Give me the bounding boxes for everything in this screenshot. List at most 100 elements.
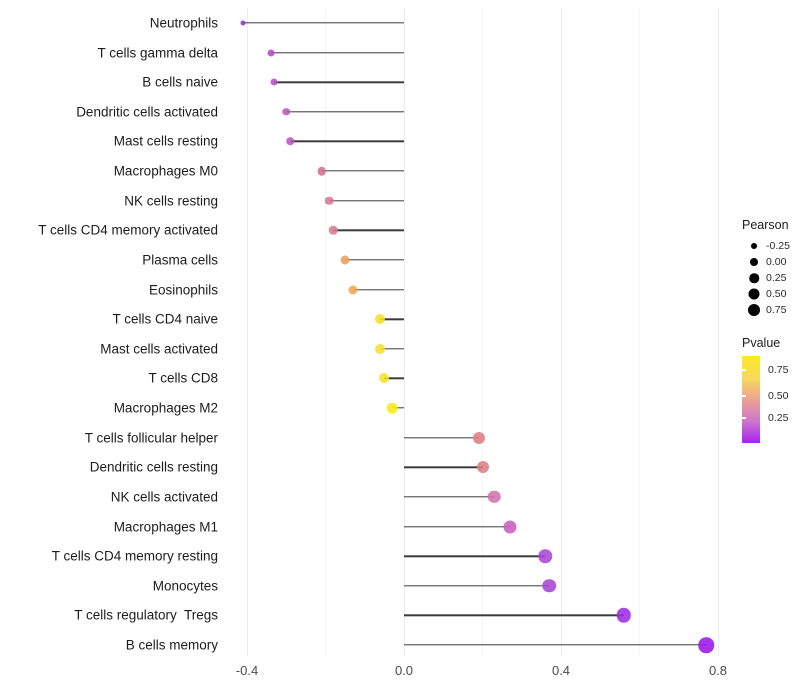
data-point <box>267 49 275 57</box>
category-label: Monocytes <box>152 578 218 594</box>
legend-dot-icon <box>748 304 760 316</box>
gridline-major <box>403 8 405 656</box>
gradient-label: 0.75 <box>768 363 789 376</box>
category-label: NK cells resting <box>124 193 218 209</box>
pearson-legend-item: 0.50 <box>742 286 800 302</box>
data-point <box>616 608 632 623</box>
lollipop-stem <box>352 288 404 291</box>
category-label: T cells CD4 memory activated <box>38 222 218 238</box>
lollipop-stem <box>384 377 404 380</box>
data-point <box>317 166 326 176</box>
gradient-tick <box>742 417 746 419</box>
category-label: Mast cells activated <box>100 341 218 357</box>
gridline-major <box>560 8 562 656</box>
pvalue-legend-title: Pvalue <box>742 336 781 350</box>
category-label: B cells naive <box>142 74 218 90</box>
data-point <box>340 255 350 265</box>
data-point <box>286 137 294 146</box>
category-label: B cells memory <box>125 637 218 653</box>
category-label: T cells CD8 <box>148 370 218 386</box>
data-point <box>698 637 714 653</box>
category-label: Neutrophils <box>149 15 218 31</box>
category-label: T cells CD4 memory resting <box>51 548 218 564</box>
data-point <box>329 226 338 235</box>
lollipop-stem <box>404 644 707 646</box>
lollipop-stem <box>392 407 404 409</box>
lollipop-stem <box>404 614 624 617</box>
gridline-minor <box>325 8 326 656</box>
category-label: Macrophages M2 <box>113 400 218 416</box>
pearson-legend-item: 0.00 <box>742 254 800 270</box>
legend-dot-icon <box>749 273 759 283</box>
data-point <box>476 461 489 474</box>
plot-panel <box>228 8 738 656</box>
data-point <box>488 490 501 504</box>
data-point <box>240 20 246 26</box>
category-label: Plasma cells <box>142 252 218 268</box>
category-label: Macrophages M1 <box>113 519 218 535</box>
category-label: T cells CD4 naive <box>112 311 218 327</box>
data-point <box>386 402 398 414</box>
category-label: Eosinophils <box>148 282 218 298</box>
data-point <box>375 343 386 354</box>
pvalue-color-legend: Pvalue 0.75 0.50 0.25 <box>742 336 800 443</box>
lollipop-stem <box>243 22 404 24</box>
data-point <box>379 373 390 384</box>
gradient-label: 0.50 <box>768 390 789 403</box>
data-point <box>472 431 485 444</box>
data-point <box>375 314 386 325</box>
data-point <box>270 78 278 86</box>
legend-dot-label: 0.25 <box>766 272 787 284</box>
data-point <box>542 579 556 593</box>
legend-dot-label: 0.75 <box>766 304 787 316</box>
pvalue-gradient-bar <box>742 356 760 443</box>
lollipop-stem <box>404 555 546 557</box>
gridline-minor <box>482 8 483 656</box>
category-label: Dendritic cells resting <box>89 459 218 475</box>
pearson-legend-title: Pearson <box>742 218 789 232</box>
lollipop-stem <box>404 466 483 468</box>
legend-dot-label: 0.00 <box>766 256 787 268</box>
pearson-legend-item: 0.25 <box>742 270 800 286</box>
legend: Pearson -0.25 0.00 0.25 0.50 0.75 Pvalue 0.7… <box>742 218 800 443</box>
lollipop-stem <box>290 140 404 143</box>
x-axis-tick-label: 0.0 <box>394 663 414 678</box>
data-point <box>282 108 290 116</box>
pearson-size-legend: -0.25 0.00 0.25 0.50 0.75 <box>742 238 800 318</box>
gridline-major <box>246 8 248 656</box>
x-axis-tick-label: -0.4 <box>235 663 259 678</box>
lollipop-stem <box>380 318 404 320</box>
lollipop-stem <box>270 51 404 54</box>
lollipop-stem <box>321 170 404 172</box>
gradient-label: 0.25 <box>768 411 789 424</box>
lollipop-stem <box>329 200 404 202</box>
lollipop-stem <box>286 111 404 113</box>
lollipop-stem <box>404 525 510 528</box>
pearson-legend-item: -0.25 <box>742 238 800 254</box>
x-axis-tick-label: 0.8 <box>708 663 728 678</box>
lollipop-stem <box>404 436 479 439</box>
legend-dot-icon <box>750 258 758 266</box>
data-point <box>325 196 334 205</box>
lollipop-stem <box>380 348 404 350</box>
data-point <box>348 285 358 295</box>
gradient-tick <box>742 395 746 397</box>
category-label: T cells regulatory Tregs <box>74 607 218 623</box>
category-label: T cells follicular helper <box>84 430 218 446</box>
legend-dot-label: 0.50 <box>766 288 787 300</box>
gradient-tick <box>742 369 746 371</box>
x-axis-tick-label: 0.4 <box>551 663 571 678</box>
legend-dot-label: -0.25 <box>766 240 790 252</box>
lollipop-stem <box>345 259 404 261</box>
gridline-major <box>717 8 719 656</box>
category-label: T cells gamma delta <box>97 45 218 61</box>
category-label: NK cells activated <box>110 489 218 505</box>
data-point <box>538 549 553 563</box>
category-label: Mast cells resting <box>113 133 218 149</box>
lollipop-stem <box>274 81 404 83</box>
legend-dot-icon <box>751 243 757 249</box>
category-label: Dendritic cells activated <box>76 104 218 120</box>
data-point <box>503 520 517 534</box>
gridline-minor <box>639 8 640 656</box>
